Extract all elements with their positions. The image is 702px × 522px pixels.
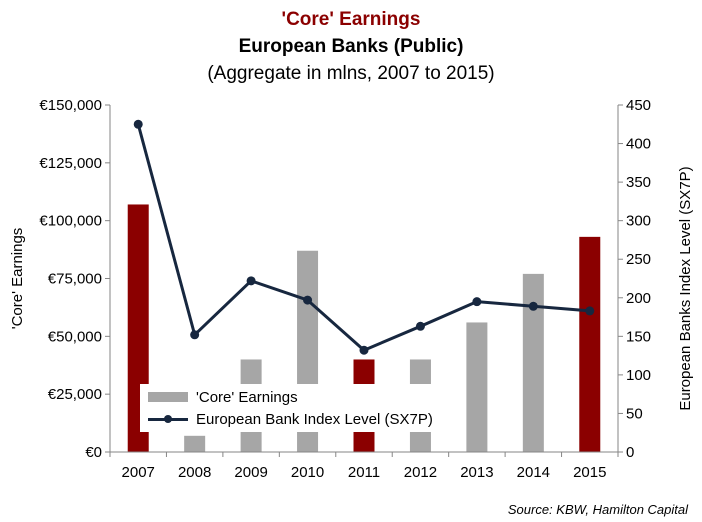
- right-tick-label: 0: [626, 444, 634, 461]
- legend-label-earnings: 'Core' Earnings: [196, 388, 298, 406]
- x-tick-label: 2012: [404, 464, 437, 481]
- right-tick-label: 50: [626, 405, 643, 422]
- index-point-2011: [359, 345, 369, 355]
- x-tick-label: 2014: [517, 464, 550, 481]
- legend-swatch-line: [148, 413, 188, 425]
- legend-swatch-bar: [148, 392, 188, 402]
- bar-2014: [522, 273, 544, 452]
- right-tick-label: 350: [626, 174, 651, 191]
- x-tick-label: 2010: [291, 464, 324, 481]
- right-tick-label: 200: [626, 290, 651, 307]
- left-tick-label: €100,000: [39, 213, 102, 230]
- legend-item-index: European Bank Index Level (SX7P): [148, 409, 433, 429]
- left-tick-label: €125,000: [39, 155, 102, 172]
- line-group: [133, 119, 595, 355]
- right-tick-label: 100: [626, 367, 651, 384]
- right-tick-label: 150: [626, 328, 651, 345]
- x-tick-label: 2011: [348, 464, 380, 481]
- left-tick-label: €0: [85, 444, 102, 461]
- legend-label-index: European Bank Index Level (SX7P): [196, 410, 433, 428]
- bar-2013: [466, 322, 488, 452]
- right-tick-label: 450: [626, 97, 651, 114]
- chart-note: (Aggregate in mlns, 2007 to 2015): [207, 63, 495, 84]
- source-note: Source: KBW, Hamilton Capital: [507, 502, 688, 517]
- index-point-2007: [133, 119, 143, 129]
- left-tick-label: €150,000: [39, 97, 102, 114]
- left-tick-label: €75,000: [48, 271, 102, 288]
- index-point-2013: [472, 297, 482, 307]
- x-tick-label: 2015: [573, 464, 606, 481]
- right-tick-label: 400: [626, 136, 651, 153]
- left-tick-label: €25,000: [48, 386, 102, 403]
- left-tick-label: €50,000: [48, 328, 102, 345]
- index-line: [136, 123, 590, 352]
- x-tick-label: 2013: [460, 464, 493, 481]
- legend: 'Core' Earnings European Bank Index Leve…: [140, 384, 442, 432]
- right-tick-label: 250: [626, 251, 651, 268]
- title-block: 'Core' Earnings European Banks (Public) …: [0, 6, 702, 87]
- chart-subtitle: European Banks (Public): [238, 36, 464, 57]
- left-axis-title: 'Core' Earnings: [9, 228, 26, 330]
- index-point-2008: [190, 330, 200, 340]
- x-tick-label: 2008: [178, 464, 211, 481]
- index-point-2015: [585, 306, 595, 316]
- x-tick-label: 2009: [234, 464, 267, 481]
- axes-group: [105, 104, 623, 457]
- right-axis-title: European Banks Index Level (SX7P): [677, 166, 694, 410]
- right-tick-label: 300: [626, 213, 651, 230]
- labels-group: €0 €25,000 €50,000 €75,000 €100,000 €125,000 €…: [9, 97, 694, 481]
- index-point-2010: [303, 295, 313, 305]
- legend-item-earnings: 'Core' Earnings: [148, 387, 298, 407]
- bar-2015: [579, 236, 601, 452]
- index-point-2009: [246, 276, 256, 286]
- bar-2008: [184, 435, 206, 452]
- index-point-2012: [415, 321, 425, 331]
- chart-title: 'Core' Earnings: [281, 9, 421, 30]
- x-tick-label: 2007: [122, 464, 155, 481]
- index-point-2014: [528, 301, 538, 311]
